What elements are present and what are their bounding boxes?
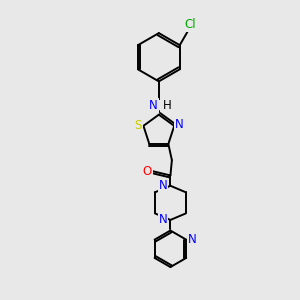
- Text: H: H: [163, 99, 172, 112]
- Text: O: O: [143, 165, 152, 178]
- Text: N: N: [175, 118, 184, 131]
- Text: Cl: Cl: [184, 18, 196, 31]
- Text: N: N: [188, 232, 197, 246]
- Text: S: S: [134, 119, 142, 132]
- Text: N: N: [159, 213, 167, 226]
- Text: N: N: [149, 99, 158, 112]
- Text: N: N: [159, 179, 167, 192]
